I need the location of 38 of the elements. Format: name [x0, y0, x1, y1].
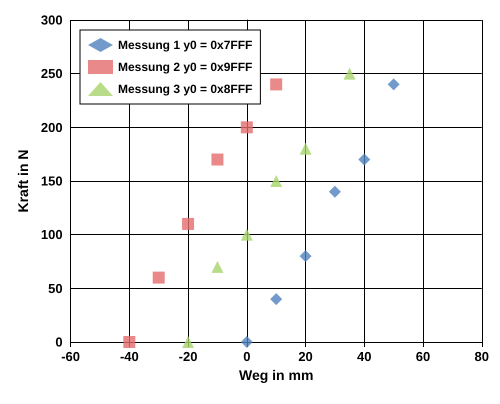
legend-label: Messung 1 y0 = 0x7FFF	[118, 38, 252, 52]
y-tick-label: 100	[40, 227, 63, 242]
x-tick-label: -40	[120, 349, 139, 364]
point	[300, 250, 312, 262]
point	[270, 175, 282, 187]
point	[300, 142, 312, 155]
point	[152, 272, 165, 284]
point	[358, 154, 370, 166]
point	[182, 336, 194, 348]
x-tick-label: -60	[61, 349, 80, 364]
point	[240, 228, 253, 241]
point	[240, 121, 253, 134]
x-tick-label: 40	[357, 349, 372, 364]
y-tick-label: 250	[40, 66, 63, 82]
point	[328, 186, 341, 198]
point	[240, 336, 253, 348]
x-tick-label: 60	[416, 349, 430, 364]
y-axis-title: Kraft in N	[15, 150, 31, 212]
point	[388, 78, 400, 90]
y-tick-label: 150	[40, 174, 63, 188]
point	[211, 260, 224, 273]
legend-label: Messung 3 y0 = 0x8FFF	[118, 82, 252, 96]
y-tick-label: 200	[40, 120, 63, 135]
y-tick-label: 300	[40, 12, 63, 28]
x-tick-label: 80	[474, 349, 490, 364]
point	[270, 78, 282, 90]
y-tick-label: 0	[55, 334, 63, 350]
point	[344, 68, 356, 80]
point	[182, 218, 194, 230]
legend-label: Messung 2 y0 = 0x9FFF	[118, 60, 252, 74]
x-axis-title: Weg in mm	[238, 366, 314, 383]
y-tick-label: 50	[48, 280, 63, 296]
x-tick-label: 20	[298, 349, 313, 364]
x-tick-label: 0	[243, 349, 250, 364]
point	[211, 154, 224, 166]
point	[123, 336, 136, 348]
point	[270, 293, 282, 306]
x-tick-label: -20	[178, 349, 198, 364]
